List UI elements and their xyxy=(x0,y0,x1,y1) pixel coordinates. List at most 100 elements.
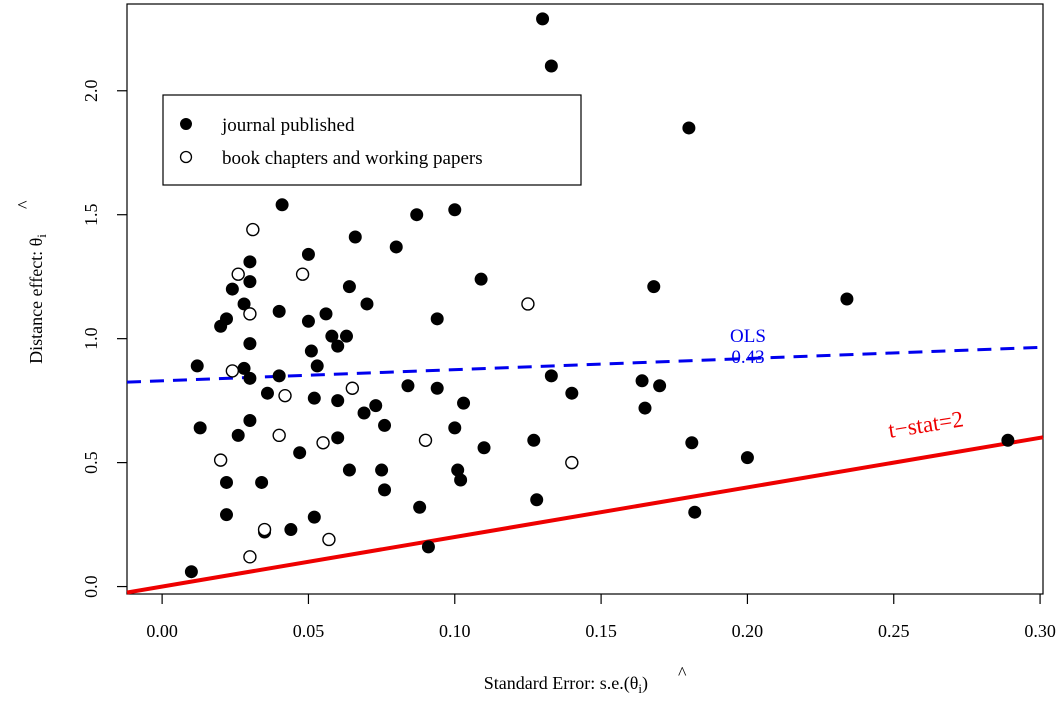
data-points xyxy=(184,12,1015,579)
journal-point xyxy=(530,493,544,507)
journal-point xyxy=(682,121,696,135)
journal-point xyxy=(293,446,307,460)
journal-point xyxy=(243,275,257,289)
journal-point xyxy=(243,255,257,269)
journal-point xyxy=(477,441,491,455)
journal-point xyxy=(284,523,298,537)
journal-point xyxy=(220,508,234,522)
legend-label-book: book chapters and working papers xyxy=(222,148,483,169)
journal-point xyxy=(237,297,251,311)
journal-point xyxy=(184,565,198,579)
journal-point xyxy=(638,401,652,415)
book-point xyxy=(322,532,336,547)
book-point xyxy=(565,455,579,470)
journal-point xyxy=(685,436,699,450)
journal-point xyxy=(307,510,321,524)
journal-point xyxy=(688,505,702,519)
book-point xyxy=(257,522,272,537)
journal-point xyxy=(348,230,362,244)
journal-point xyxy=(401,379,415,393)
journal-point xyxy=(243,413,257,427)
journal-point xyxy=(325,329,339,343)
book-point xyxy=(521,297,535,311)
y-axis: 0.0 0.5 1.0 1.5 2.0 xyxy=(81,80,127,598)
journal-point xyxy=(272,304,286,318)
book-point xyxy=(272,428,286,443)
journal-point xyxy=(360,297,374,311)
journal-point xyxy=(243,371,257,385)
reference-lines xyxy=(126,345,1044,595)
journal-point xyxy=(527,433,541,447)
y-tick-label: 1.0 xyxy=(81,327,101,350)
journal-point xyxy=(339,329,353,343)
x-tick-label: 0.00 xyxy=(146,621,178,641)
journal-point xyxy=(565,386,579,400)
book-point xyxy=(345,381,360,395)
journal-point xyxy=(193,421,207,435)
journal-point xyxy=(410,208,424,222)
journal-point xyxy=(304,344,318,358)
x-axis: 0.00 0.05 0.10 0.15 0.20 0.25 0.30 xyxy=(146,594,1056,641)
journal-point xyxy=(448,203,462,217)
svg-text:Distance effect: θi: Distance effect: θi xyxy=(26,234,49,364)
book-point xyxy=(418,433,433,448)
legend: journal published book chapters and work… xyxy=(162,94,582,186)
plot-frame xyxy=(126,3,1044,595)
legend-marker-book xyxy=(179,150,193,164)
journal-point xyxy=(301,247,315,261)
journal-point xyxy=(331,431,345,445)
book-point xyxy=(231,267,245,281)
journal-point xyxy=(342,463,356,477)
journal-point xyxy=(389,240,403,254)
x-tick-label: 0.15 xyxy=(585,621,617,641)
y-tick-label: 0.0 xyxy=(81,575,101,598)
x-axis-title-hat: ^ xyxy=(678,663,687,683)
ols-label: OLS xyxy=(730,326,766,347)
journal-point xyxy=(331,339,345,353)
journal-point xyxy=(413,500,427,514)
ols-slope-label: 0.43 xyxy=(731,347,764,368)
legend-marker-journal xyxy=(180,118,192,130)
journal-point xyxy=(421,540,435,554)
x-tick-label: 0.25 xyxy=(878,621,910,641)
x-axis-title-theta: θ xyxy=(630,673,639,693)
journal-point xyxy=(275,198,289,212)
x-axis-title-text: Standard Error: s.e.( xyxy=(484,673,630,694)
y-axis-title-hat: ^ xyxy=(14,200,34,209)
y-tick-label: 0.5 xyxy=(81,451,101,474)
journal-point xyxy=(544,369,558,383)
x-axis-title-close: ) xyxy=(642,673,648,694)
journal-point xyxy=(243,337,257,351)
x-tick-label: 0.05 xyxy=(293,621,325,641)
journal-point xyxy=(647,280,661,294)
journal-point xyxy=(369,399,383,413)
journal-point xyxy=(342,280,356,294)
legend-label-journal: journal published xyxy=(221,115,355,136)
journal-point xyxy=(430,312,444,326)
book-point xyxy=(316,436,330,450)
journal-point xyxy=(357,406,371,420)
journal-point xyxy=(260,386,274,400)
journal-point xyxy=(190,359,204,373)
book-point xyxy=(225,364,240,378)
y-axis-title-sub: i xyxy=(34,234,49,238)
book-point xyxy=(278,388,292,403)
journal-point xyxy=(331,394,345,408)
legend-box xyxy=(162,94,582,186)
journal-point xyxy=(220,475,234,489)
journal-point xyxy=(378,418,392,432)
x-axis-title: Standard Error: s.e.(θi) ^ xyxy=(484,663,687,696)
journal-point xyxy=(430,381,444,395)
journal-point xyxy=(840,292,854,306)
journal-point xyxy=(635,374,649,388)
journal-point xyxy=(454,473,468,487)
x-tick-label: 0.10 xyxy=(439,621,471,641)
ols-line xyxy=(126,345,1044,384)
journal-point xyxy=(457,396,471,410)
journal-point xyxy=(214,319,228,333)
journal-point xyxy=(231,428,245,442)
book-point xyxy=(243,550,257,564)
book-point xyxy=(295,267,310,281)
journal-point xyxy=(448,421,462,435)
